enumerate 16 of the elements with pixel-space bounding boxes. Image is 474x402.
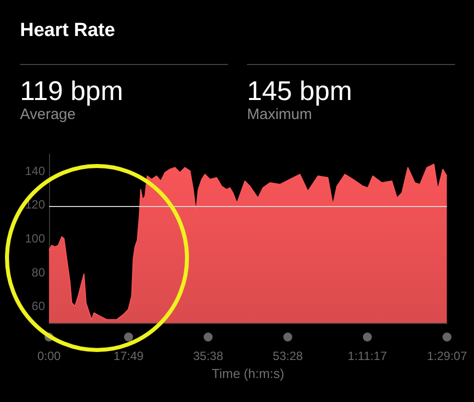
text: Average bbox=[20, 106, 76, 123]
x-tick-label: 0:00 bbox=[37, 349, 61, 363]
x-tick-label: 17:49 bbox=[114, 349, 144, 363]
x-axis-title: Time (h:m:s) bbox=[212, 366, 284, 381]
text: Maximum bbox=[247, 106, 312, 123]
y-tick-label: 80 bbox=[32, 265, 46, 280]
x-tick-label: 1:29:07 bbox=[426, 349, 468, 363]
x-tick-label: 1:11:17 bbox=[348, 349, 388, 363]
x-tick-label: 35:38 bbox=[193, 349, 224, 363]
text: 119 bpm bbox=[20, 76, 124, 107]
chart-title: Heart Rate bbox=[20, 20, 116, 42]
y-tick-label: 100 bbox=[24, 232, 46, 246]
y-tick-label: 60 bbox=[32, 299, 46, 314]
x-tick-label: 53:28 bbox=[272, 349, 304, 363]
text: 145 bpm bbox=[247, 76, 352, 107]
y-tick-label: 140 bbox=[24, 164, 46, 178]
